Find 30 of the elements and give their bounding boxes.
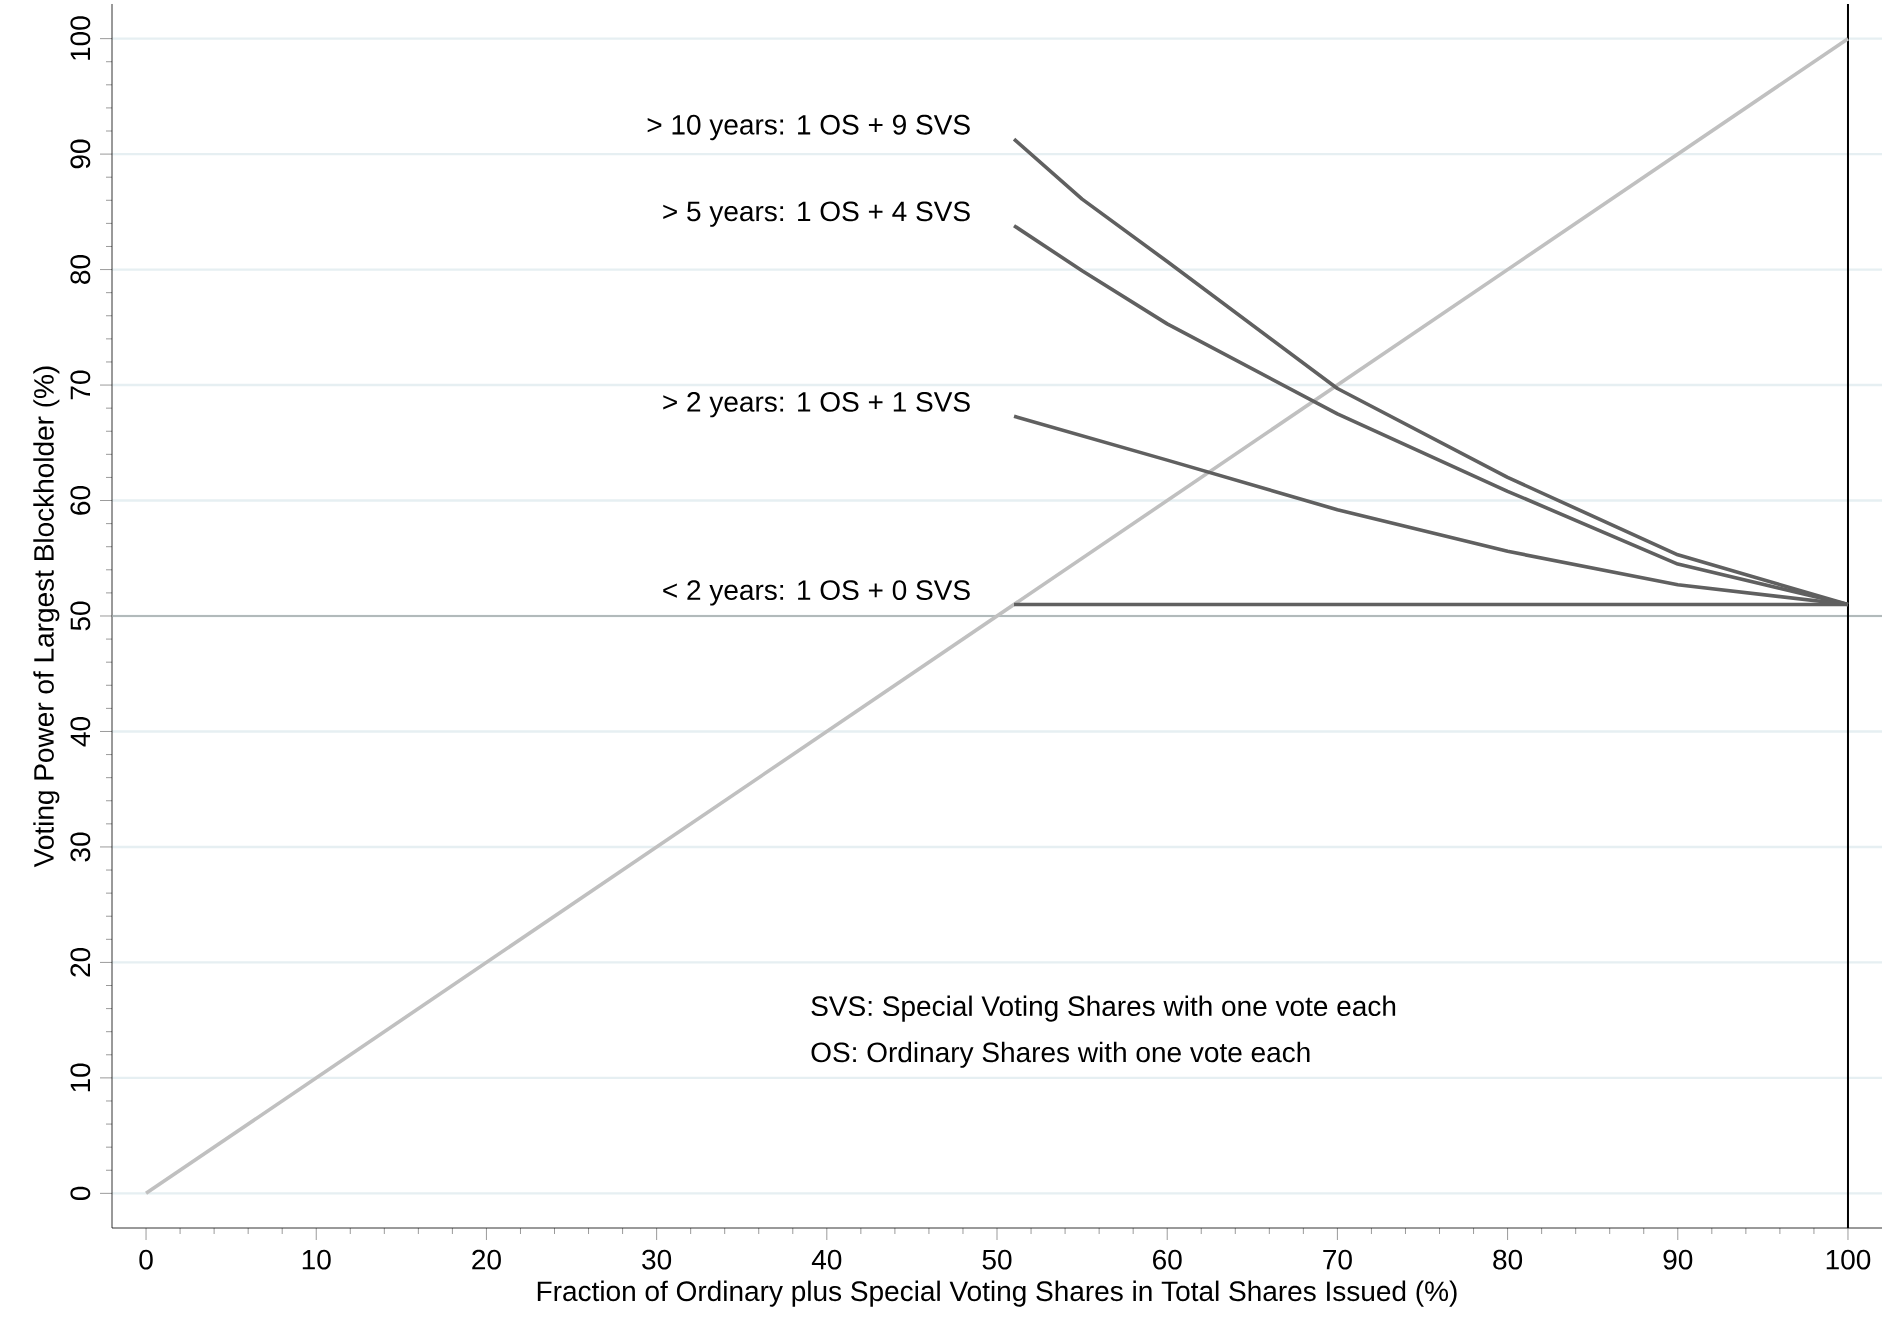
x-tick-label: 50: [982, 1249, 1012, 1270]
y-tick-label: 0: [70, 1186, 91, 1201]
y-tick-label: 30: [70, 832, 91, 862]
annotation: SVS: Special Voting Shares with one vote each: [811, 995, 1396, 1022]
series-label: < 2 years: 1 OS + 0 SVS: [663, 580, 970, 606]
y-tick-label: 20: [70, 947, 91, 977]
series-label: > 5 years: 1 OS + 4 SVS: [663, 201, 970, 227]
x-tick-label: 20: [472, 1249, 501, 1270]
x-tick-label: 80: [1493, 1249, 1523, 1270]
x-tick-label: 10: [302, 1249, 331, 1270]
y-tick-label: 70: [70, 370, 91, 400]
x-axis-title: Fraction of Ordinary plus Special Voting Shares in Total Shares Issued (%): [537, 1280, 1457, 1307]
series-label: > 2 years: 1 OS + 1 SVS: [663, 391, 970, 418]
y-tick-label: 80: [70, 255, 91, 284]
series-label: > 10 years: 1 OS + 9 SVS: [647, 114, 970, 141]
y-tick-label: 40: [70, 716, 91, 747]
y-tick-label: 50: [70, 601, 91, 631]
y-tick-label: 90: [70, 139, 91, 169]
annotation: OS: Ordinary Shares with one vote each: [811, 1041, 1310, 1068]
x-tick-label: 60: [1153, 1249, 1182, 1270]
y-tick-label: 60: [70, 486, 91, 515]
y-tick-label: 100: [70, 16, 91, 60]
y-tick-label: 10: [70, 1063, 91, 1092]
x-tick-label: 0: [139, 1249, 153, 1270]
x-tick-label: 100: [1826, 1249, 1871, 1270]
y-axis-title: Voting Power of Largest Blockholder (%): [33, 366, 60, 868]
x-tick-label: 90: [1663, 1249, 1693, 1270]
x-tick-label: 30: [642, 1249, 672, 1270]
x-tick-label: 40: [811, 1249, 842, 1270]
x-tick-label: 70: [1323, 1249, 1352, 1270]
